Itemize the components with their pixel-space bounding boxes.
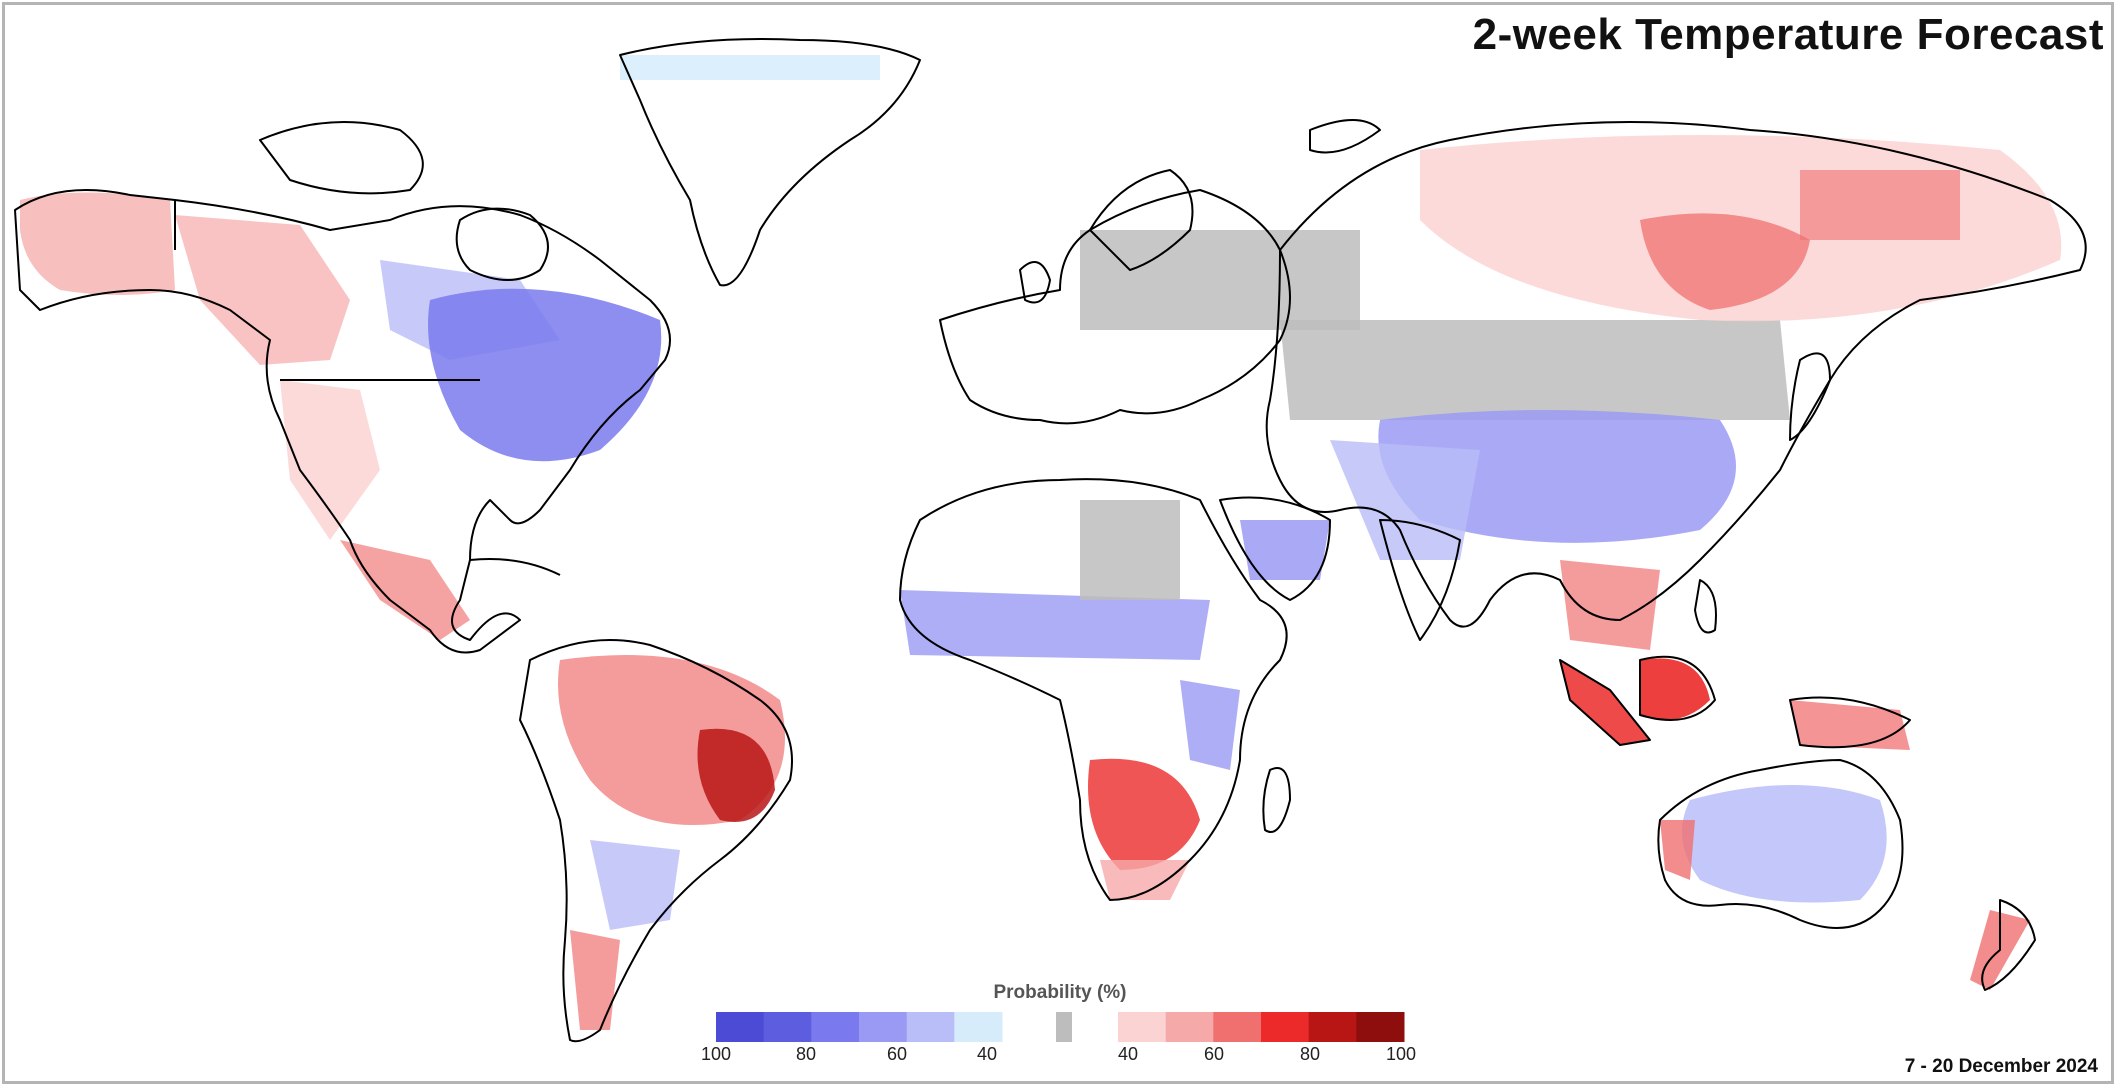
australia-cold-anomaly	[1682, 785, 1887, 903]
arabia-cold-anomaly	[1240, 520, 1330, 580]
legend-above-swatch-1	[1118, 1012, 1167, 1042]
legend-below-swatch-5	[906, 1012, 955, 1042]
india-cold-anomaly	[1330, 440, 1480, 560]
south-africa-warm-anomaly	[1100, 860, 1190, 900]
legend-tick-below-100: 100	[700, 1044, 732, 1064]
africa-outline	[899, 478, 1288, 901]
greenland-outline	[619, 38, 921, 287]
arctic-islands-outline	[259, 121, 424, 195]
cuba-outline	[469, 558, 561, 576]
map-title: 2-week Temperature Forecast	[1472, 10, 2104, 59]
legend-tick-above-80: 80	[1299, 1044, 1321, 1064]
date-range: 7 - 20 December 2024	[1904, 1056, 2098, 1077]
coastlines	[14, 38, 2087, 1043]
borneo-hot-anomaly	[1640, 658, 1710, 720]
south-america-outline	[519, 639, 793, 1043]
sahel-cold-anomaly	[900, 590, 1210, 660]
philippines-outline	[1694, 579, 1717, 634]
legend-tick-above-40: 40	[1117, 1044, 1139, 1064]
borneo-outline	[1639, 655, 1716, 721]
west-australia-warm-anomaly	[1660, 820, 1695, 880]
southern-africa-hot-anomaly	[1088, 758, 1200, 870]
madagascar-outline	[1262, 767, 1291, 833]
asia-outline	[1265, 121, 2087, 628]
legend-below-swatch-3	[811, 1012, 860, 1042]
legend-title: Probability (%)	[993, 982, 1127, 1003]
legend-below-swatch-2	[763, 1012, 812, 1042]
argentina-cold-anomaly	[590, 840, 680, 930]
hudson-bay-outline	[455, 207, 549, 281]
legend-tick-below-40: 40	[976, 1044, 998, 1064]
legend-below-swatch-6	[954, 1012, 1003, 1042]
us-west-warm-anomaly	[280, 380, 380, 540]
southeast-asia-warm-anomaly	[1560, 560, 1660, 650]
legend-tick-above-60: 60	[1203, 1044, 1225, 1064]
new-guinea-warm-anomaly	[1790, 700, 1910, 750]
novaya-zemlya-outline	[1309, 119, 1381, 154]
sahara-neutral-area	[1080, 500, 1180, 600]
legend-tick-above-100: 100	[1385, 1044, 1417, 1064]
greenland-north-cold-anomaly	[620, 55, 880, 80]
legend-above-swatch-3	[1213, 1012, 1262, 1042]
central-siberia-hot-anomaly	[1640, 213, 1810, 310]
north-america-outline	[14, 189, 671, 654]
mexico-warm-anomaly	[340, 540, 470, 640]
east-siberia-warm-anomaly	[1800, 170, 1960, 240]
great-lakes-cold-anomaly	[428, 288, 662, 462]
legend-above-swatch-4	[1261, 1012, 1310, 1042]
alaska-warm-anomaly	[20, 192, 175, 295]
east-africa-cold-anomaly	[1180, 680, 1240, 770]
sumatra-outline	[1559, 659, 1651, 746]
legend-tick-below-60: 60	[886, 1044, 908, 1064]
uk-outline	[1019, 261, 1051, 304]
central-asia-neutral-area	[1280, 320, 1790, 420]
australia-outline	[1657, 759, 1904, 929]
new-guinea-outline	[1789, 696, 1911, 749]
brazil-east-hot-anomaly	[697, 728, 775, 822]
western-canada-warm-anomaly	[175, 215, 350, 365]
patagonia-warm-anomaly	[570, 930, 620, 1030]
japan-outline	[1789, 352, 1831, 441]
arabia-outline	[1219, 496, 1331, 601]
legend-below-swatch-1	[716, 1012, 765, 1042]
new-zealand-outline	[1981, 899, 2036, 991]
legend-above-swatch-5	[1308, 1012, 1357, 1042]
legend-above-swatch-2	[1165, 1012, 1214, 1042]
legend-above-swatch-6	[1356, 1012, 1405, 1042]
anomaly-shading	[20, 55, 2062, 1030]
europe-outline	[939, 189, 1291, 425]
india-outline	[1379, 519, 1461, 641]
legend-tick-below-80: 80	[795, 1044, 817, 1064]
scandinavia-outline	[1089, 169, 1194, 271]
legend-below-swatch-4	[859, 1012, 908, 1042]
legend-neutral-swatch	[1056, 1012, 1072, 1042]
sumatra-hot-anomaly	[1560, 660, 1650, 745]
